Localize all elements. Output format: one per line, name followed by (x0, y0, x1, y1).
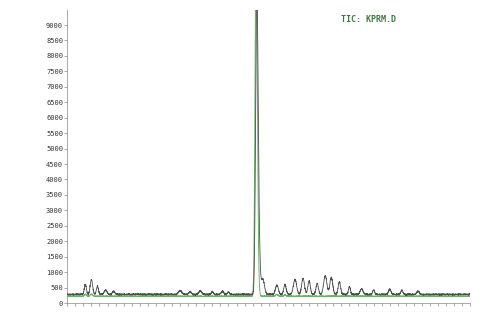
Text: TIC: KPRM.D: TIC: KPRM.D (341, 15, 396, 25)
